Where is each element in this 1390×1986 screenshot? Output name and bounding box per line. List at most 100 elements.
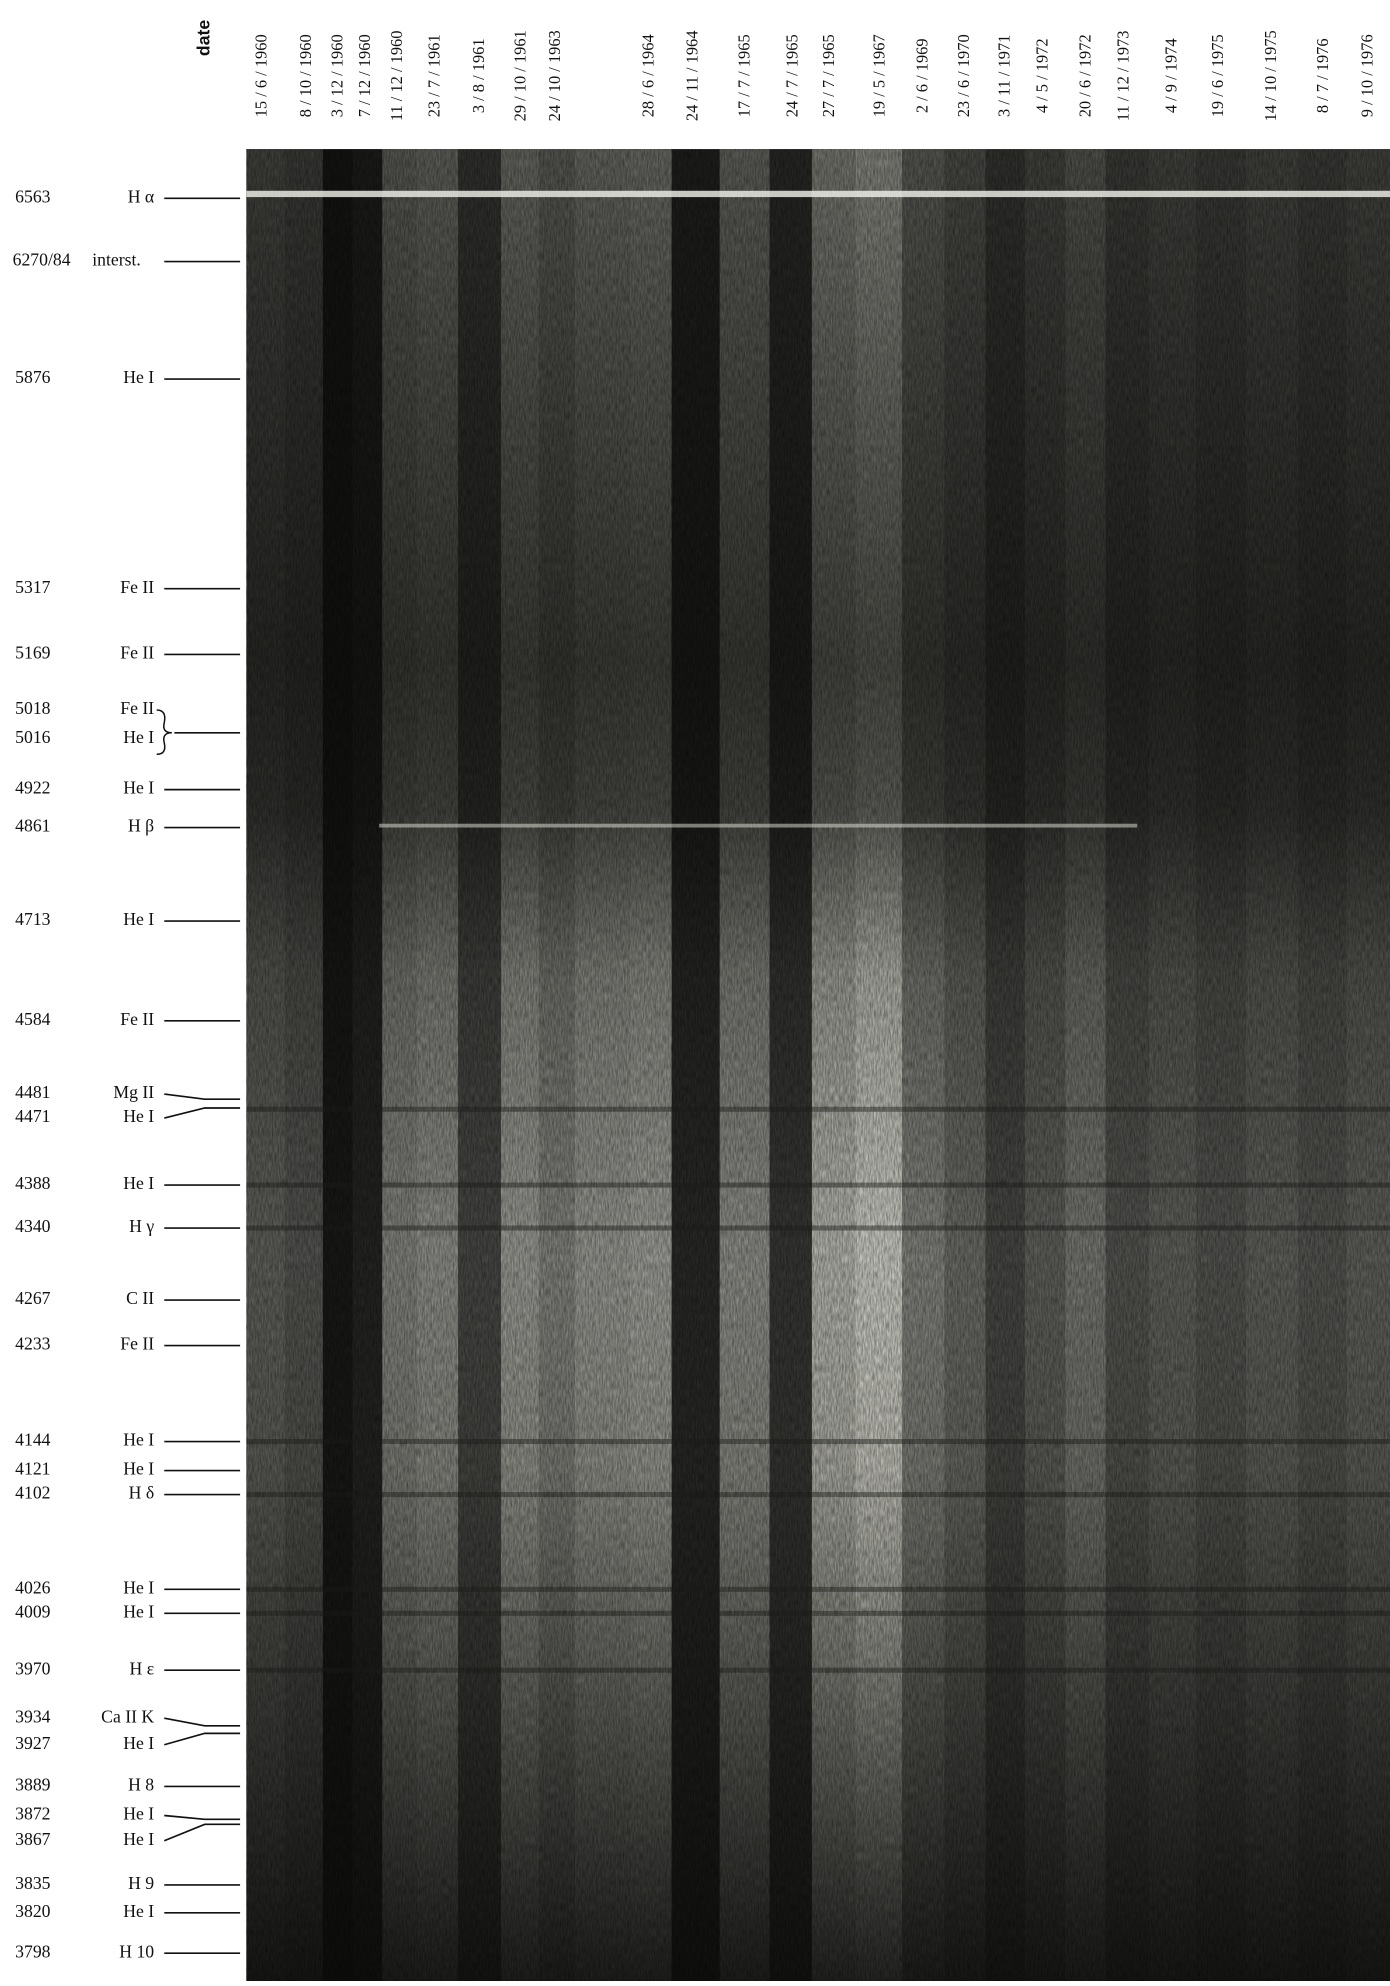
wavelength: 5018: [15, 698, 51, 718]
date-label: 3 / 8 / 1961: [469, 38, 488, 113]
date-label: 3 / 11 / 1971: [995, 35, 1014, 117]
emission-line: [379, 823, 1138, 828]
ion: interst.: [92, 250, 141, 270]
wavelength: 4388: [15, 1173, 51, 1193]
brace: [156, 709, 172, 756]
wavelength: 4026: [15, 1577, 51, 1597]
wavelength: 4471: [15, 1106, 50, 1126]
absorption-line: [246, 1610, 1390, 1616]
emission-line: [246, 190, 1390, 198]
ion: He I: [123, 727, 154, 747]
wavelength: 4267: [15, 1288, 51, 1308]
wavelength: 3835: [15, 1873, 51, 1893]
pointer-line: [164, 1093, 241, 1100]
absorption-line: [246, 1182, 1390, 1188]
date-label: 15 / 6 / 1960: [252, 34, 271, 117]
wavelength: 4144: [15, 1430, 51, 1450]
wavelength: 4340: [15, 1216, 51, 1236]
wavelength: 4713: [15, 909, 51, 929]
date-label: 11 / 12 / 1973: [1113, 31, 1132, 122]
wavelength: 3872: [15, 1804, 50, 1824]
ion: H 9: [128, 1873, 154, 1893]
wavelength: 5317: [15, 577, 51, 597]
date-label: 20 / 6 / 1972: [1075, 34, 1094, 117]
date-label: 24 / 7 / 1965: [782, 34, 801, 117]
wavelength: 3970: [15, 1658, 51, 1678]
date-label: 14 / 10 / 1975: [1261, 30, 1280, 121]
ion: H β: [128, 816, 154, 836]
ion: He I: [123, 1430, 154, 1450]
date-label: 29 / 10 / 1961: [511, 30, 530, 121]
date-labels: 15 / 6 / 1960 8 / 10 / 1960 3 / 12 / 1960 7…: [252, 30, 1377, 121]
plate-grain: [246, 149, 1390, 1982]
wavelength: 3927: [15, 1733, 51, 1753]
ion: H α: [128, 186, 154, 206]
line-labels: 6563 H α 6270/84 interst. 5876 He I 5317 Fe II 5…: [13, 186, 241, 1961]
wavelength: 6270/84: [13, 250, 71, 270]
wavelength: 6563: [15, 186, 51, 206]
ion: He I: [123, 1106, 154, 1126]
date-label: 3 / 12 / 1960: [327, 34, 346, 117]
ion: H 8: [128, 1775, 154, 1795]
wavelength: 5016: [15, 727, 51, 747]
date-label: 4 / 9 / 1974: [1161, 38, 1180, 113]
wavelength: 3867: [15, 1829, 51, 1849]
wavelength: 3934: [15, 1706, 51, 1726]
ion: He I: [123, 1577, 154, 1597]
date-label: 2 / 6 / 1969: [912, 38, 931, 113]
ion: He I: [123, 1601, 154, 1621]
absorption-line: [246, 1667, 1390, 1673]
absorption-line: [246, 1586, 1390, 1592]
date-label: 11 / 12 / 1960: [387, 31, 406, 122]
wavelength: 4861: [15, 816, 50, 836]
ion: Fe II: [120, 1334, 154, 1354]
ion: Mg II: [113, 1082, 154, 1102]
column-header: date: [193, 20, 213, 57]
date-label: 23 / 6 / 1970: [954, 34, 973, 117]
pointer-line: [164, 1717, 241, 1727]
ion: H 10: [119, 1941, 154, 1961]
ion: He I: [123, 778, 154, 798]
date-label: 8 / 10 / 1960: [296, 34, 315, 117]
ion: He I: [123, 1901, 154, 1921]
ion: Fe II: [120, 1009, 154, 1029]
ion: Fe II: [120, 577, 154, 597]
wavelength: 4009: [15, 1601, 51, 1621]
wavelength: 4584: [15, 1009, 51, 1029]
date-label: 28 / 6 / 1964: [638, 34, 657, 117]
ion: H γ: [129, 1216, 154, 1236]
ion: He I: [123, 1829, 154, 1849]
absorption-line: [246, 1225, 1390, 1231]
date-label: 4 / 5 / 1972: [1033, 38, 1052, 113]
date-label: 27 / 7 / 1965: [819, 34, 838, 117]
date-label: 24 / 11 / 1964: [683, 31, 702, 122]
date-label: 23 / 7 / 1961: [425, 34, 444, 117]
wavelength: 4102: [15, 1483, 50, 1503]
pointer-line: [163, 1823, 241, 1842]
wavelength: 3820: [15, 1901, 51, 1921]
absorption-line: [246, 1439, 1390, 1445]
ion: He I: [123, 1459, 154, 1479]
date-label: 17 / 7 / 1965: [734, 34, 753, 117]
spectral-features: [246, 190, 1390, 1673]
ion: He I: [123, 367, 154, 387]
wavelength: 4922: [15, 778, 50, 798]
wavelength: 3889: [15, 1775, 51, 1795]
ion: Ca II K: [101, 1706, 154, 1726]
ion: He I: [123, 1733, 154, 1753]
absorption-line: [246, 1492, 1390, 1498]
wavelength: 3798: [15, 1941, 51, 1961]
pointer-line: [164, 1107, 241, 1119]
ion: He I: [123, 909, 154, 929]
date-label: 9 / 10 / 1976: [1357, 34, 1376, 117]
ion: He I: [123, 1804, 154, 1824]
date-label: 19 / 6 / 1975: [1208, 34, 1227, 117]
wavelength: 4233: [15, 1334, 51, 1354]
ion: He I: [123, 1173, 154, 1193]
pointer-line: [164, 1814, 241, 1821]
wavelength: 4121: [15, 1459, 50, 1479]
wavelength: 4481: [15, 1082, 50, 1102]
date-label: 7 / 12 / 1960: [355, 34, 374, 117]
